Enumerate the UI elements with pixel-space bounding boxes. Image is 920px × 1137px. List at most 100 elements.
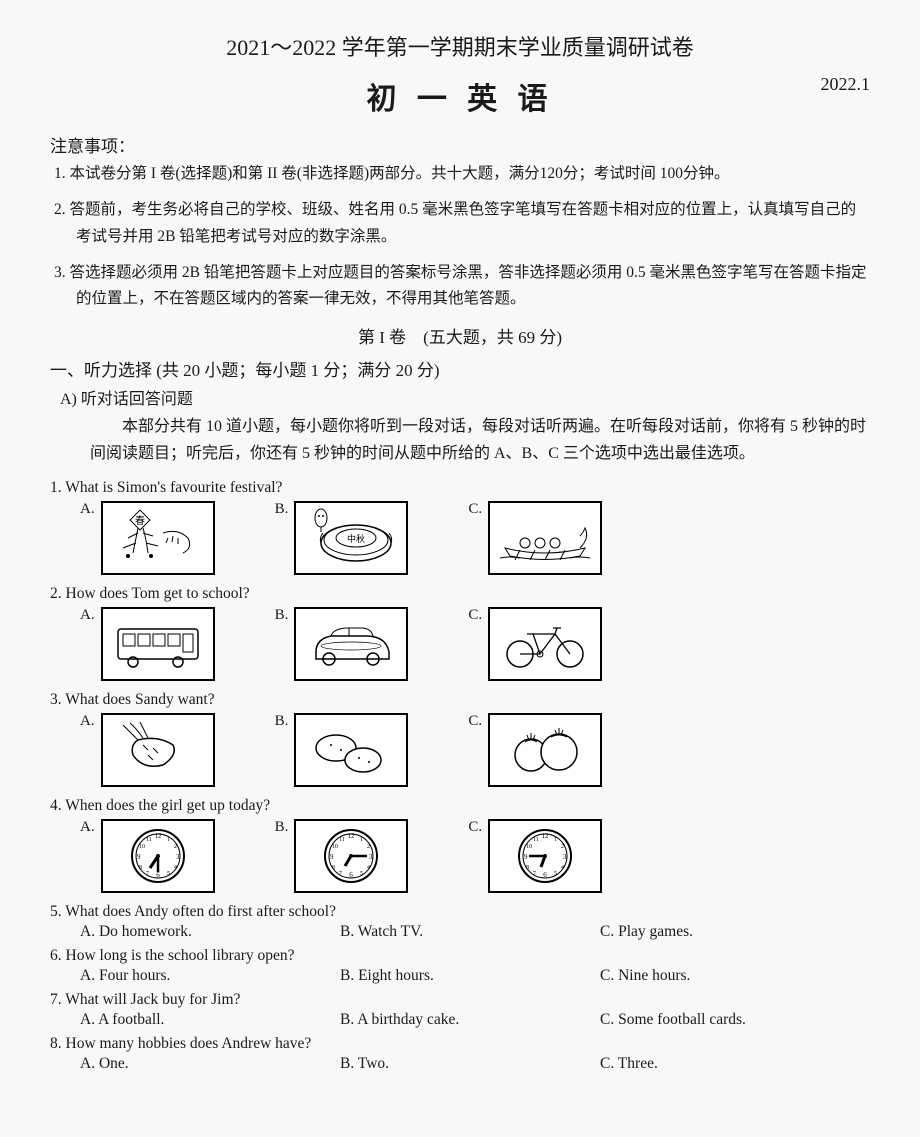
listening-instructions: 本部分共有 10 道小题，每小题你将听到一段对话，每段对话听两遍。在听每段对话前… [90, 413, 870, 467]
svg-text:9: 9 [137, 853, 141, 861]
svg-text:10: 10 [526, 844, 532, 850]
q1-opt-b[interactable]: B. 中秋 [275, 501, 409, 575]
svg-text:中秋: 中秋 [347, 533, 365, 544]
part-1-title: 一、听力选择 (共 20 小题；每小题 1 分；满分 20 分) [50, 356, 870, 381]
q1-options: A. 春 B. 中秋 C. [80, 501, 870, 575]
dragon-boat-icon [488, 501, 602, 575]
question-5: 5. What does Andy often do first after s… [50, 903, 870, 921]
bus-icon [101, 607, 215, 681]
clock-745-icon: 12 3 6 9 12 45 78 1011 [488, 819, 602, 893]
svg-text:6: 6 [156, 871, 160, 879]
svg-text:12: 12 [348, 832, 356, 840]
svg-text:4: 4 [174, 865, 177, 871]
q7-opt-b[interactable]: B. A birthday cake. [340, 1011, 600, 1029]
q5-opt-b[interactable]: B. Watch TV. [340, 923, 600, 941]
svg-text:9: 9 [330, 853, 334, 861]
svg-text:11: 11 [339, 837, 345, 843]
svg-text:3: 3 [563, 853, 567, 861]
notice-item-1: 1. 本试卷分第 I 卷(选择题)和第 II 卷(非选择题)两部分。共十大题，满… [50, 161, 870, 187]
q3-opt-c[interactable]: C. [468, 713, 602, 787]
q5-options: A. Do homework. B. Watch TV. C. Play gam… [80, 923, 870, 941]
q1-opt-a[interactable]: A. 春 [80, 501, 215, 575]
svg-text:春: 春 [135, 515, 145, 527]
q2-opt-a[interactable]: A. [80, 607, 215, 681]
notice-item-2: 2. 答题前，考生务必将自己的学校、班级、姓名用 0.5 毫米黑色签字笔填写在答… [50, 197, 870, 250]
svg-text:10: 10 [332, 844, 338, 850]
q7-opt-a[interactable]: A. A football. [80, 1011, 340, 1029]
svg-text:7: 7 [146, 871, 149, 877]
q5-opt-c[interactable]: C. Play games. [600, 923, 870, 941]
svg-text:2: 2 [367, 844, 370, 850]
svg-text:1: 1 [360, 837, 363, 843]
subtitle-row: 初 一 英 语 2022.1 [50, 74, 870, 118]
svg-text:4: 4 [367, 865, 370, 871]
question-8: 8. How many hobbies does Andrew have? [50, 1035, 870, 1053]
svg-text:8: 8 [139, 865, 142, 871]
svg-text:7: 7 [533, 871, 536, 877]
q2-options: A. B. C. [80, 607, 870, 681]
question-7: 7. What will Jack buy for Jim? [50, 991, 870, 1009]
q3-opt-a[interactable]: A. [80, 713, 215, 787]
q4-opt-b[interactable]: B. 123691245781011 [275, 819, 409, 893]
q4-opt-c[interactable]: C. 123691245781011 [468, 819, 602, 893]
svg-text:5: 5 [360, 871, 363, 877]
q6-opt-b[interactable]: B. Eight hours. [340, 967, 600, 985]
svg-text:6: 6 [350, 871, 354, 879]
q6-opt-a[interactable]: A. Four hours. [80, 967, 340, 985]
exam-date: 2022.1 [821, 74, 871, 95]
question-3: 3. What does Sandy want? [50, 691, 870, 709]
q4-options: A. 123691245781011 B. 123691245781011 C.… [80, 819, 870, 893]
svg-text:9: 9 [524, 853, 528, 861]
tomatoes-icon [488, 713, 602, 787]
notice-heading: 注意事项： [50, 132, 870, 157]
svg-text:12: 12 [154, 832, 162, 840]
section-1-header: 第 I 卷 (五大题，共 69 分) [50, 323, 870, 348]
exam-subtitle: 初 一 英 语 [366, 74, 553, 118]
svg-text:5: 5 [167, 871, 170, 877]
q1-opt-c[interactable]: C. [468, 501, 602, 575]
q8-opt-b[interactable]: B. Two. [340, 1055, 600, 1073]
svg-text:12: 12 [542, 832, 550, 840]
q2-opt-b[interactable]: B. [275, 607, 409, 681]
q7-opt-c[interactable]: C. Some football cards. [600, 1011, 870, 1029]
svg-text:7: 7 [339, 871, 342, 877]
sub-part-a: A) 听对话回答问题 [60, 385, 870, 409]
question-4: 4. When does the girl get up today? [50, 797, 870, 815]
q4-opt-a[interactable]: A. 123691245781011 [80, 819, 215, 893]
svg-text:11: 11 [533, 837, 539, 843]
firecrackers-icon: 春 [101, 501, 215, 575]
q8-opt-c[interactable]: C. Three. [600, 1055, 870, 1073]
question-6: 6. How long is the school library open? [50, 947, 870, 965]
q2-opt-c[interactable]: C. [468, 607, 602, 681]
q6-opt-c[interactable]: C. Nine hours. [600, 967, 870, 985]
svg-text:1: 1 [167, 837, 170, 843]
q7-options: A. A football. B. A birthday cake. C. So… [80, 1011, 870, 1029]
notice-item-3: 3. 答选择题必须用 2B 铅笔把答题卡上对应题目的答案标号涂黑，答非选择题必须… [50, 260, 870, 313]
svg-text:11: 11 [146, 837, 152, 843]
q8-opt-a[interactable]: A. One. [80, 1055, 340, 1073]
svg-text:5: 5 [554, 871, 557, 877]
exam-title: 2021～2022 学年第一学期期末学业质量调研试卷 [50, 30, 870, 62]
svg-text:4: 4 [561, 865, 564, 871]
q3-opt-b[interactable]: B. [275, 713, 409, 787]
question-2: 2. How does Tom get to school? [50, 585, 870, 603]
q8-options: A. One. B. Two. C. Three. [80, 1055, 870, 1073]
svg-text:10: 10 [139, 844, 145, 850]
clock-715-icon: 123691245781011 [294, 819, 408, 893]
svg-text:1: 1 [554, 837, 557, 843]
q6-options: A. Four hours. B. Eight hours. C. Nine h… [80, 967, 870, 985]
car-icon [294, 607, 408, 681]
potatoes-icon [294, 713, 408, 787]
mooncake-icon: 中秋 [294, 501, 408, 575]
q5-opt-a[interactable]: A. Do homework. [80, 923, 340, 941]
bicycle-icon [488, 607, 602, 681]
svg-text:8: 8 [526, 865, 529, 871]
svg-text:6: 6 [543, 871, 547, 879]
svg-text:3: 3 [369, 853, 373, 861]
question-1: 1. What is Simon's favourite festival? [50, 479, 870, 497]
svg-text:2: 2 [561, 844, 564, 850]
svg-text:2: 2 [174, 844, 177, 850]
clock-630-icon: 123691245781011 [101, 819, 215, 893]
q3-options: A. B. C. [80, 713, 870, 787]
carrot-icon [101, 713, 215, 787]
